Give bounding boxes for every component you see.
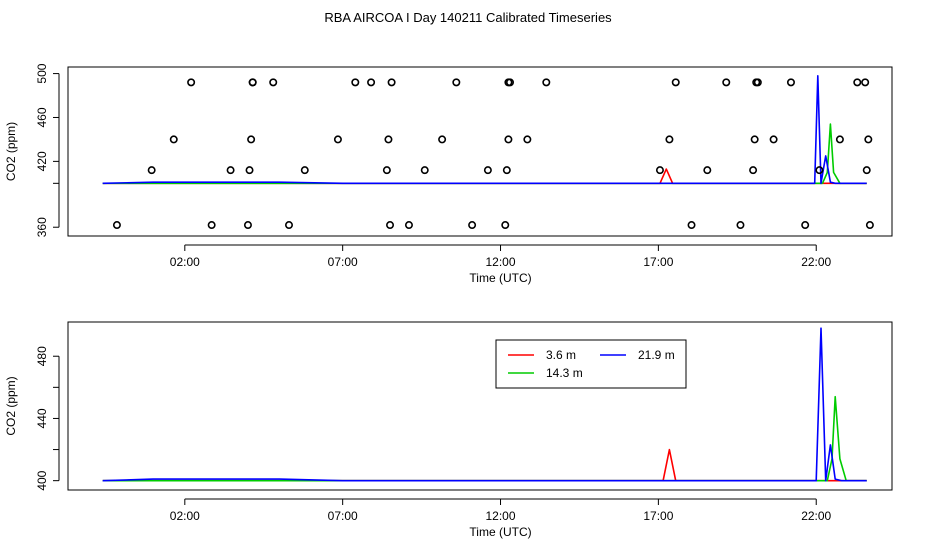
data-point	[483, 166, 492, 175]
data-point	[284, 221, 293, 230]
x-axis-label: Time (UTC)	[469, 525, 531, 539]
series-line-14-3-m	[102, 123, 867, 185]
data-point	[862, 166, 871, 175]
data-point	[351, 78, 360, 87]
y-tick-label: 500	[35, 63, 49, 83]
data-point	[187, 78, 196, 87]
data-point	[835, 135, 844, 144]
data-point	[245, 166, 254, 175]
data-point	[801, 221, 810, 230]
data-point	[786, 78, 795, 87]
data-point	[542, 78, 551, 87]
data-point	[452, 78, 461, 87]
x-tick-label: 22:00	[801, 255, 831, 269]
y-axis-label: CO2 (ppm)	[4, 376, 18, 435]
y-tick-label: 440	[35, 408, 49, 428]
data-point	[502, 166, 511, 175]
plot-frame	[67, 66, 893, 237]
data-point	[749, 166, 758, 175]
data-point	[243, 221, 252, 230]
data-point	[384, 135, 393, 144]
chart-title: RBA AIRCOA I Day 140211 Calibrated Times…	[324, 10, 612, 25]
data-point	[147, 166, 156, 175]
data-point	[438, 135, 447, 144]
x-tick-label: 02:00	[170, 509, 200, 523]
y-tick-label: 480	[35, 346, 49, 366]
x-tick-label: 02:00	[170, 255, 200, 269]
y-tick-label: 460	[35, 107, 49, 127]
data-point	[703, 166, 712, 175]
legend-label: 3.6 m	[546, 348, 576, 362]
x-tick-label: 12:00	[486, 509, 516, 523]
data-point	[387, 78, 396, 87]
plot-frame	[67, 321, 893, 491]
data-point	[386, 221, 395, 230]
data-point	[404, 221, 413, 230]
x-tick-label: 22:00	[801, 509, 831, 523]
x-tick-label: 07:00	[328, 255, 358, 269]
x-tick-label: 12:00	[486, 255, 516, 269]
data-point	[468, 221, 477, 230]
data-point	[247, 135, 256, 144]
x-tick-label: 17:00	[643, 255, 673, 269]
data-point	[420, 166, 429, 175]
x-tick-label: 17:00	[643, 509, 673, 523]
data-point	[865, 221, 874, 230]
y-axis-label: CO2 (ppm)	[4, 122, 18, 181]
y-tick-label: 360	[35, 217, 49, 237]
data-point	[269, 78, 278, 87]
data-point	[736, 221, 745, 230]
data-point	[722, 78, 731, 87]
series-line-21-9-m	[102, 327, 867, 482]
data-point	[753, 78, 762, 87]
data-point	[248, 78, 257, 87]
data-point	[671, 78, 680, 87]
legend-label: 21.9 m	[638, 348, 675, 362]
series-line-14-3-m	[102, 395, 867, 482]
data-point	[853, 78, 862, 87]
data-point	[382, 166, 391, 175]
data-point	[169, 135, 178, 144]
data-point	[226, 166, 235, 175]
x-tick-label: 07:00	[328, 509, 358, 523]
legend-box	[495, 339, 687, 389]
data-point	[750, 135, 759, 144]
data-point	[505, 78, 514, 87]
data-point	[815, 166, 824, 175]
series-line-3-6-m	[102, 448, 867, 482]
data-point	[769, 135, 778, 144]
data-point	[687, 221, 696, 230]
data-point	[523, 135, 532, 144]
y-tick-label: 400	[35, 470, 49, 490]
data-point	[333, 135, 342, 144]
data-point	[504, 135, 513, 144]
data-point	[501, 221, 510, 230]
x-axis-label: Time (UTC)	[469, 271, 531, 285]
series-line-21-9-m	[102, 75, 867, 185]
data-point	[367, 78, 376, 87]
data-point	[861, 78, 870, 87]
y-tick-label: 420	[35, 151, 49, 171]
legend-label: 14.3 m	[546, 366, 583, 380]
data-point	[207, 221, 216, 230]
data-point	[655, 166, 664, 175]
data-point	[864, 135, 873, 144]
data-point	[300, 166, 309, 175]
data-point	[665, 135, 674, 144]
data-point	[112, 221, 121, 230]
